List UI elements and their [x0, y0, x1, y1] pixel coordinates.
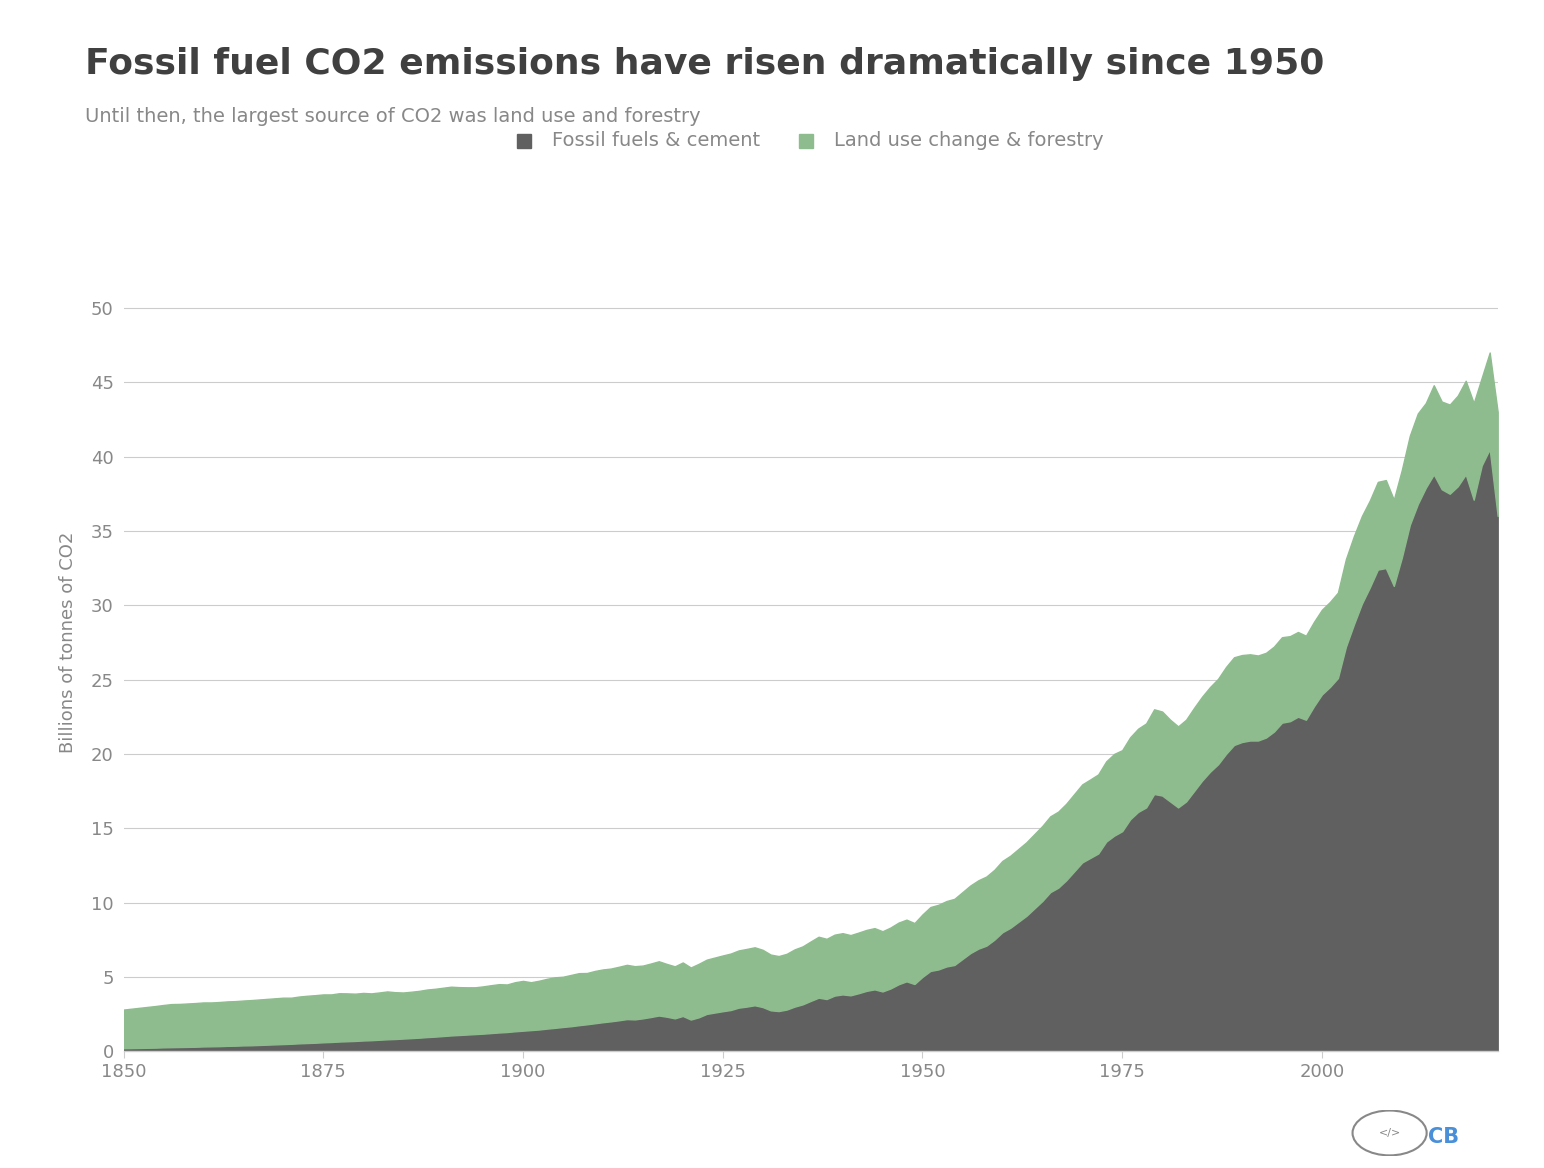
Legend: Fossil fuels & cement, Land use change & forestry: Fossil fuels & cement, Land use change &… — [508, 120, 1113, 160]
Text: </>: </> — [1379, 1128, 1400, 1138]
Text: CB: CB — [1428, 1127, 1459, 1147]
Text: Until then, the largest source of CO2 was land use and forestry: Until then, the largest source of CO2 wa… — [85, 107, 701, 126]
Y-axis label: Billions of tonnes of CO2: Billions of tonnes of CO2 — [59, 531, 77, 753]
Text: Fossil fuel CO2 emissions have risen dramatically since 1950: Fossil fuel CO2 emissions have risen dra… — [85, 47, 1325, 81]
